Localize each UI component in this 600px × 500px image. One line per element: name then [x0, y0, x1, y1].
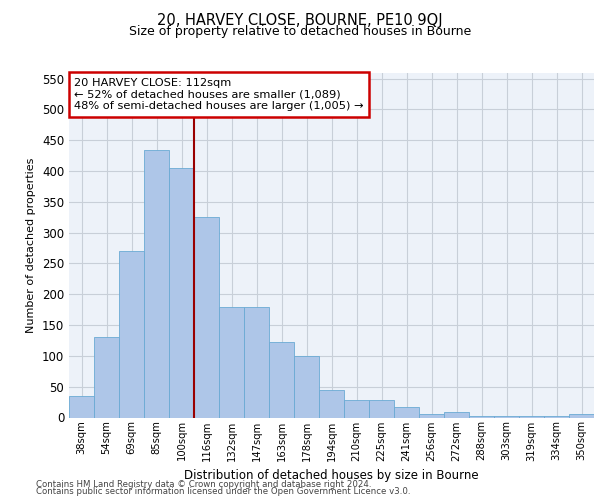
Bar	[319, 390, 344, 417]
Bar	[419, 414, 444, 418]
Text: Size of property relative to detached houses in Bourne: Size of property relative to detached ho…	[129, 25, 471, 38]
Bar	[294, 356, 319, 418]
Bar	[269, 342, 294, 417]
Y-axis label: Number of detached properties: Number of detached properties	[26, 158, 37, 332]
Bar	[394, 407, 419, 418]
Bar	[469, 416, 494, 418]
Bar	[244, 306, 269, 418]
Bar	[94, 338, 119, 417]
Bar	[519, 416, 544, 418]
Text: 20, HARVEY CLOSE, BOURNE, PE10 9QJ: 20, HARVEY CLOSE, BOURNE, PE10 9QJ	[157, 12, 443, 28]
Bar	[69, 396, 94, 417]
Bar	[369, 400, 394, 417]
Bar	[344, 400, 369, 417]
Text: 20 HARVEY CLOSE: 112sqm
← 52% of detached houses are smaller (1,089)
48% of semi: 20 HARVEY CLOSE: 112sqm ← 52% of detache…	[74, 78, 364, 111]
Bar	[119, 251, 144, 418]
Bar	[544, 416, 569, 418]
Bar	[494, 416, 519, 418]
Bar	[194, 218, 219, 418]
Bar	[219, 306, 244, 418]
Bar	[144, 150, 169, 418]
X-axis label: Distribution of detached houses by size in Bourne: Distribution of detached houses by size …	[184, 469, 479, 482]
Bar	[444, 412, 469, 418]
Bar	[569, 414, 594, 418]
Text: Contains HM Land Registry data © Crown copyright and database right 2024.: Contains HM Land Registry data © Crown c…	[36, 480, 371, 489]
Text: Contains public sector information licensed under the Open Government Licence v3: Contains public sector information licen…	[36, 487, 410, 496]
Bar	[169, 168, 194, 418]
